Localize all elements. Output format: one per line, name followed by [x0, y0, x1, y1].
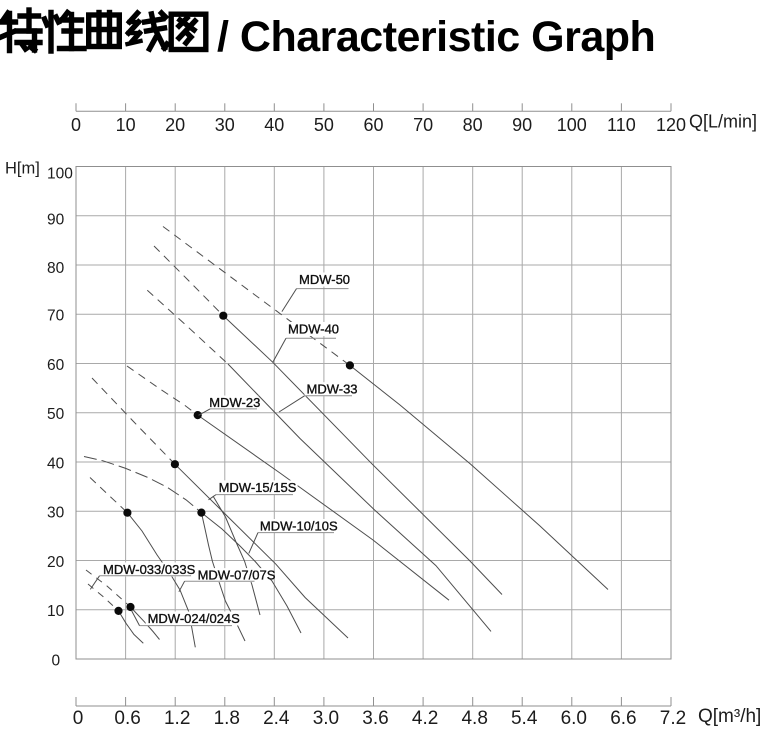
- svg-text:0.6: 0.6: [114, 708, 140, 729]
- svg-text:MDW-40: MDW-40: [288, 322, 339, 337]
- svg-text:70: 70: [47, 308, 65, 325]
- svg-text:5.4: 5.4: [511, 708, 538, 729]
- svg-text:6.6: 6.6: [610, 708, 636, 729]
- svg-text:MDW-33: MDW-33: [307, 382, 358, 397]
- svg-text:0: 0: [71, 115, 81, 135]
- svg-text:60: 60: [363, 115, 383, 135]
- svg-text:6.0: 6.0: [561, 708, 587, 729]
- svg-text:MDW-024/024S: MDW-024/024S: [148, 611, 241, 626]
- svg-text:/ Characteristic Graph: / Characteristic Graph: [217, 13, 655, 61]
- svg-text:MDW-23: MDW-23: [209, 395, 260, 410]
- svg-text:3.0: 3.0: [313, 708, 339, 729]
- svg-text:MDW-10/10S: MDW-10/10S: [260, 519, 338, 534]
- svg-text:MDW-033/033S: MDW-033/033S: [103, 562, 196, 577]
- svg-text:MDW-07/07S: MDW-07/07S: [198, 568, 276, 583]
- svg-text:Q[L/min]: Q[L/min]: [689, 112, 757, 132]
- svg-text:MDW-50: MDW-50: [299, 272, 350, 287]
- svg-text:H[m]: H[m]: [5, 160, 40, 178]
- svg-text:100: 100: [557, 115, 587, 135]
- svg-text:40: 40: [47, 455, 65, 472]
- svg-text:2.4: 2.4: [263, 708, 290, 729]
- svg-text:90: 90: [47, 212, 65, 229]
- svg-text:20: 20: [47, 554, 65, 571]
- svg-text:3.6: 3.6: [362, 708, 388, 729]
- svg-text:4.8: 4.8: [461, 708, 487, 729]
- svg-text:30: 30: [47, 505, 65, 522]
- svg-text:7.2: 7.2: [660, 708, 686, 729]
- svg-text:110: 110: [607, 115, 636, 135]
- svg-text:60: 60: [47, 357, 65, 374]
- svg-text:20: 20: [165, 115, 185, 135]
- svg-text:70: 70: [413, 115, 433, 135]
- svg-text:Q[m³/h]: Q[m³/h]: [698, 706, 761, 727]
- svg-text:80: 80: [463, 115, 483, 135]
- svg-text:50: 50: [47, 406, 65, 423]
- svg-text:30: 30: [215, 115, 235, 135]
- svg-text:120: 120: [656, 115, 686, 135]
- svg-text:40: 40: [264, 115, 284, 135]
- svg-text:1.2: 1.2: [164, 708, 190, 729]
- svg-text:80: 80: [47, 260, 65, 277]
- svg-text:0: 0: [73, 708, 84, 729]
- svg-text:100: 100: [47, 166, 73, 183]
- svg-text:90: 90: [512, 115, 532, 135]
- svg-text:10: 10: [116, 115, 136, 135]
- svg-text:MDW-15/15S: MDW-15/15S: [219, 480, 297, 495]
- svg-text:10: 10: [47, 603, 65, 620]
- svg-text:1.8: 1.8: [214, 708, 240, 729]
- svg-text:0: 0: [52, 652, 61, 669]
- svg-text:4.2: 4.2: [412, 708, 438, 729]
- svg-text:50: 50: [314, 115, 334, 135]
